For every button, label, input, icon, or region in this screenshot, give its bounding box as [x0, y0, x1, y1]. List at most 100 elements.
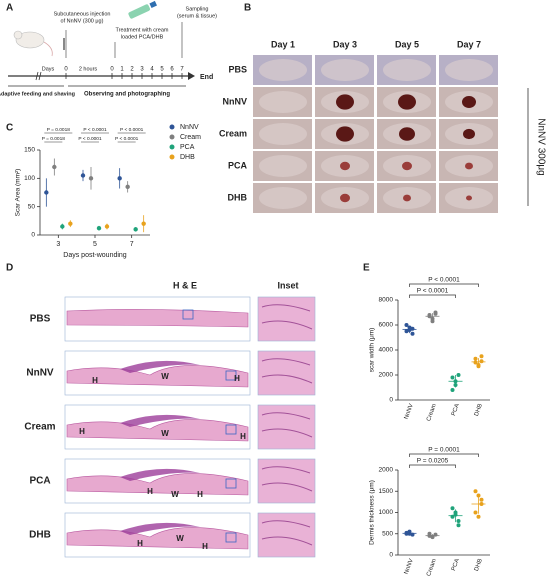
y-tick-label: 150 [24, 147, 35, 154]
significance-label: P = 0.0205 [417, 458, 449, 465]
annotation: H [240, 432, 246, 441]
row-label: DHB [228, 192, 248, 202]
tick-label: 0 [64, 67, 68, 73]
inset-texture [261, 412, 313, 438]
inset-box [225, 424, 237, 435]
annotation: Sampling [186, 6, 209, 12]
legend-marker [169, 154, 175, 160]
data-point [104, 224, 110, 229]
legend-marker [169, 124, 175, 130]
wound [340, 161, 350, 171]
inset-image [257, 512, 316, 558]
annotation: of NnNV (300 μg) [61, 18, 104, 24]
tick-label: 0 [110, 67, 114, 73]
legend-label: NnNV [180, 124, 199, 131]
tissue [66, 309, 249, 328]
tissue [66, 527, 249, 550]
significance-label: P < 0.0001 [417, 288, 449, 295]
wound [465, 162, 473, 170]
x-tick-label: NnNV [404, 403, 415, 420]
legend-marker [169, 144, 175, 150]
data-point [125, 184, 130, 190]
row-label: Cream [219, 128, 247, 138]
data-point [60, 224, 65, 229]
data-point [450, 506, 455, 511]
inset-texture [261, 358, 313, 384]
y-tick-label: 2000 [379, 467, 394, 474]
annotation: W [171, 490, 179, 499]
significance-label: P < 0.0001 [428, 277, 460, 284]
timeline-arrow [188, 72, 195, 80]
y-tick-label: 1000 [379, 509, 394, 516]
tissue [66, 365, 249, 388]
break-mark [35, 71, 42, 81]
x-tick-label: PCA [451, 403, 461, 417]
wound [399, 127, 415, 141]
data-point [473, 510, 478, 515]
row-label: PCA [29, 476, 50, 487]
wound [466, 195, 472, 201]
scab [120, 414, 200, 427]
significance-bracket [409, 283, 479, 287]
data-point [450, 375, 455, 380]
column-header: Day 5 [395, 39, 419, 49]
annotation: H [234, 374, 240, 383]
annotation: loaded PCA/DHB [121, 34, 164, 40]
y-tick-label: 100 [24, 175, 35, 182]
inset-texture [261, 466, 313, 492]
inset-image [257, 350, 316, 396]
inset-box [225, 370, 237, 381]
wound [403, 194, 411, 202]
data-point [479, 359, 484, 364]
data-point [450, 388, 455, 392]
significance-bracket [409, 464, 456, 468]
y-tick-label: 2000 [379, 372, 394, 379]
y-tick-label: 50 [28, 203, 36, 210]
data-point [430, 319, 435, 324]
legend-label: Cream [180, 134, 201, 141]
annotation: H [147, 487, 153, 496]
legend-label: PCA [180, 144, 195, 151]
annotation: H [197, 490, 203, 499]
wound [463, 128, 475, 140]
data-point [456, 373, 461, 377]
significance-bracket [409, 294, 456, 298]
skin-highlight [383, 59, 431, 81]
significance-label: P = 0.0018 [42, 136, 66, 142]
column-header: Day 3 [333, 39, 357, 49]
panel-label: B [244, 3, 251, 14]
row-label: PBS [30, 314, 51, 325]
panel-label: E [363, 263, 370, 274]
skin-highlight [259, 91, 307, 113]
skin-highlight [259, 59, 307, 81]
wound [398, 94, 416, 110]
data-point [141, 221, 146, 226]
y-tick-label: 4000 [379, 347, 394, 354]
dose-label: NnNV 300μg [535, 118, 546, 175]
y-axis-label: scar width (μm) [369, 328, 376, 373]
panel-label: A [6, 3, 13, 14]
wound [462, 96, 476, 108]
data-point [404, 329, 409, 334]
y-tick-label: 500 [382, 530, 393, 537]
inset-image [257, 296, 316, 342]
annotation: W [161, 429, 169, 438]
significance-label: P = 0.0018 [47, 127, 71, 133]
tick-label: 6 [170, 67, 174, 73]
data-point [96, 226, 102, 231]
significance-label: P = 0.0001 [428, 447, 460, 454]
annotation: H [137, 539, 143, 548]
data-point [410, 326, 415, 331]
data-point [44, 190, 49, 195]
inset-texture [261, 304, 313, 330]
data-point [479, 497, 484, 502]
skin-highlight [445, 59, 493, 81]
x-tick-label: NnNV [404, 558, 415, 575]
data-point [479, 354, 484, 359]
data-point [427, 531, 432, 536]
column-header: Day 7 [457, 39, 481, 49]
data-point [88, 176, 94, 181]
significance-label: P < 0.0001 [120, 127, 144, 133]
y-tick-label: 0 [389, 552, 393, 559]
panel-label: C [6, 123, 13, 134]
